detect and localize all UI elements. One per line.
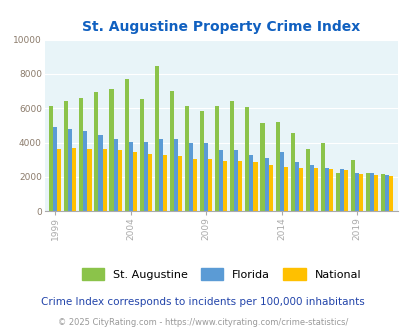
Bar <box>324 168 328 211</box>
Bar <box>279 152 283 211</box>
Bar <box>249 154 253 211</box>
Bar <box>298 168 302 211</box>
Bar <box>365 173 369 211</box>
Bar <box>189 144 193 211</box>
Bar <box>154 66 158 211</box>
Bar <box>260 123 264 211</box>
Legend: St. Augustine, Florida, National: St. Augustine, Florida, National <box>78 265 363 283</box>
Title: St. Augustine Property Crime Index: St. Augustine Property Crime Index <box>82 20 360 34</box>
Bar <box>328 169 332 211</box>
Bar <box>238 161 242 211</box>
Bar <box>283 167 287 211</box>
Bar <box>49 106 53 211</box>
Bar <box>158 139 162 211</box>
Bar <box>373 175 377 211</box>
Bar <box>230 101 234 211</box>
Bar <box>64 101 68 211</box>
Text: Crime Index corresponds to incidents per 100,000 inhabitants: Crime Index corresponds to incidents per… <box>41 297 364 307</box>
Bar <box>234 150 238 211</box>
Bar <box>57 149 61 211</box>
Bar <box>117 150 121 211</box>
Bar <box>53 127 57 211</box>
Bar <box>185 106 189 211</box>
Bar <box>128 142 132 211</box>
Bar <box>253 162 257 211</box>
Bar <box>354 173 358 211</box>
Bar <box>162 154 166 211</box>
Bar <box>223 161 227 211</box>
Bar <box>68 129 72 211</box>
Text: © 2025 CityRating.com - https://www.cityrating.com/crime-statistics/: © 2025 CityRating.com - https://www.city… <box>58 318 347 327</box>
Bar <box>369 174 373 211</box>
Bar <box>264 158 268 211</box>
Bar <box>339 169 343 211</box>
Bar <box>268 165 272 211</box>
Bar <box>169 91 173 211</box>
Bar <box>200 111 204 211</box>
Bar <box>87 149 91 211</box>
Bar <box>83 131 87 211</box>
Bar <box>94 92 98 211</box>
Bar <box>124 79 128 211</box>
Bar <box>335 173 339 211</box>
Bar <box>290 133 294 211</box>
Bar <box>143 142 147 211</box>
Bar <box>109 89 113 211</box>
Bar <box>215 106 219 211</box>
Bar <box>147 154 151 211</box>
Bar <box>173 139 177 211</box>
Bar <box>388 176 392 211</box>
Bar <box>177 156 182 211</box>
Bar <box>102 149 107 211</box>
Bar <box>193 159 197 211</box>
Bar <box>309 165 313 211</box>
Bar <box>313 168 317 211</box>
Bar <box>98 135 102 211</box>
Bar <box>219 150 223 211</box>
Bar <box>350 160 354 211</box>
Bar <box>358 174 362 211</box>
Bar <box>245 107 249 211</box>
Bar <box>305 149 309 211</box>
Bar <box>320 143 324 211</box>
Bar <box>132 152 136 211</box>
Bar <box>72 148 76 211</box>
Bar <box>384 175 388 211</box>
Bar <box>343 170 347 211</box>
Bar <box>139 99 143 211</box>
Bar <box>204 144 208 211</box>
Bar <box>294 162 298 211</box>
Bar <box>380 174 384 211</box>
Bar <box>208 159 212 211</box>
Bar <box>275 122 279 211</box>
Bar <box>79 98 83 211</box>
Bar <box>113 139 117 211</box>
